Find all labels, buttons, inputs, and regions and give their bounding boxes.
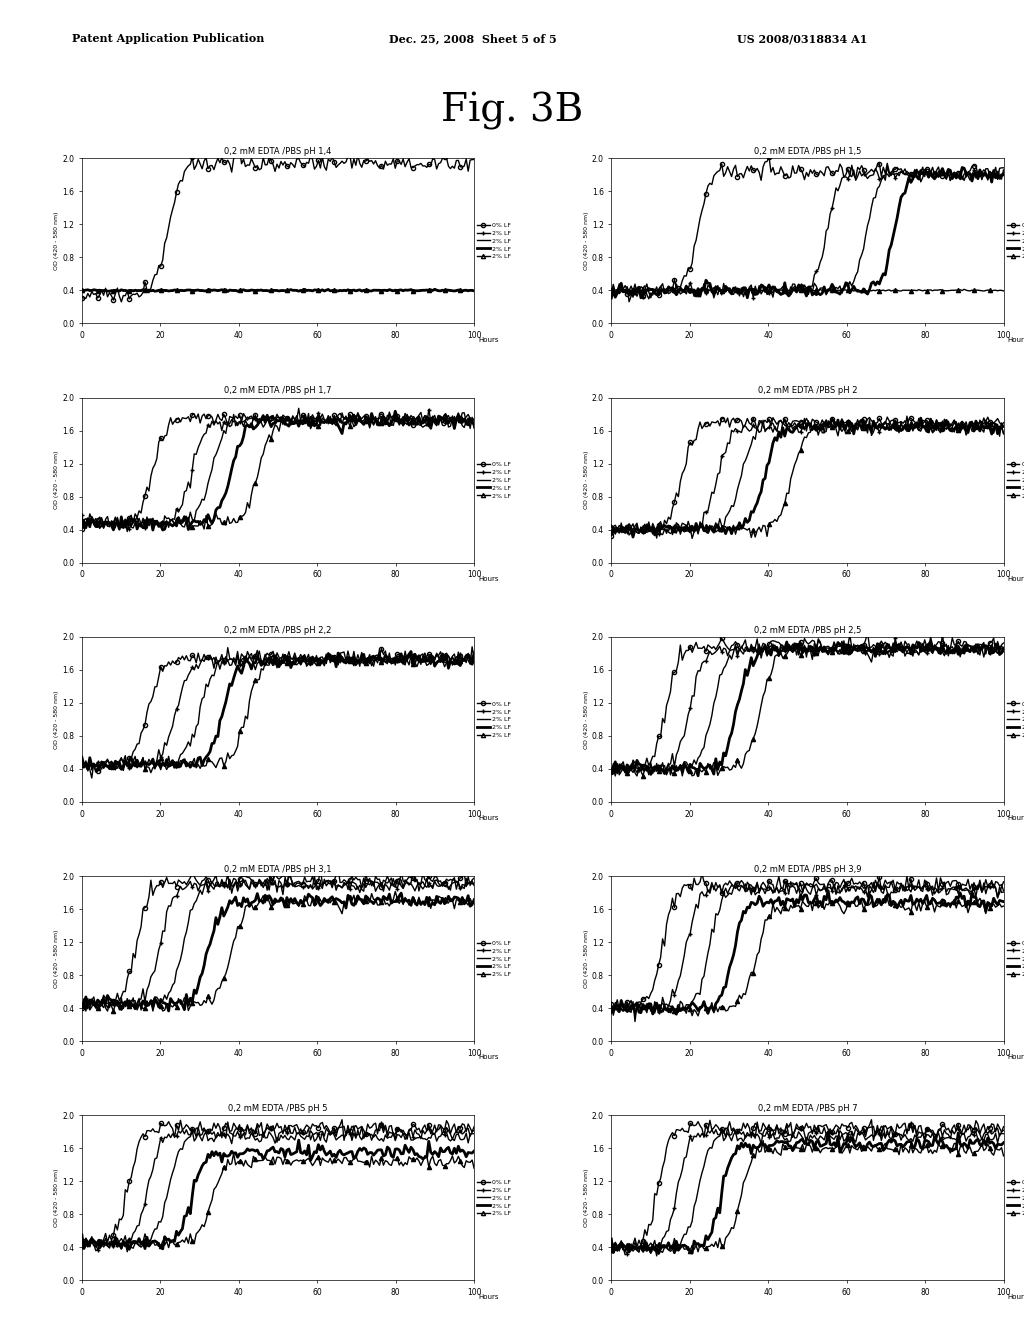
- Legend: 0% LF, 2% LF, 2% LF, 2% LF, 2% LF: 0% LF, 2% LF, 2% LF, 2% LF, 2% LF: [477, 222, 511, 260]
- Title: 0,2 mM EDTA /PBS pH 3,9: 0,2 mM EDTA /PBS pH 3,9: [754, 865, 861, 874]
- Title: 0,2 mM EDTA /PBS pH 2,2: 0,2 mM EDTA /PBS pH 2,2: [224, 626, 332, 635]
- Text: Hours: Hours: [478, 337, 499, 343]
- Text: Hours: Hours: [1008, 1294, 1024, 1300]
- Y-axis label: OD (420 - 580 nm): OD (420 - 580 nm): [584, 451, 589, 510]
- Title: 0,2 mM EDTA /PBS pH 1,4: 0,2 mM EDTA /PBS pH 1,4: [224, 148, 332, 156]
- Title: 0,2 mM EDTA /PBS pH 7: 0,2 mM EDTA /PBS pH 7: [758, 1105, 857, 1113]
- Legend: 0% LF, 2% LF, 2% LF, 2% LF, 2% LF: 0% LF, 2% LF, 2% LF, 2% LF, 2% LF: [477, 940, 511, 977]
- Legend: 0% LF, 2% LF, 2% LF, 2% LF, 2% LF: 0% LF, 2% LF, 2% LF, 2% LF, 2% LF: [1007, 462, 1024, 499]
- Text: Hours: Hours: [1008, 1055, 1024, 1060]
- Y-axis label: OD (420 - 580 nm): OD (420 - 580 nm): [54, 929, 59, 987]
- Legend: 0% LF, 2% LF, 2% LF, 2% LF, 2% LF: 0% LF, 2% LF, 2% LF, 2% LF, 2% LF: [477, 701, 511, 738]
- Y-axis label: OD (420 - 580 nm): OD (420 - 580 nm): [584, 1168, 589, 1228]
- Text: US 2008/0318834 A1: US 2008/0318834 A1: [737, 33, 867, 44]
- Legend: 0% LF, 2% LF, 2% LF, 2% LF, 2% LF: 0% LF, 2% LF, 2% LF, 2% LF, 2% LF: [1007, 222, 1024, 260]
- Text: Hours: Hours: [478, 576, 499, 582]
- Text: Patent Application Publication: Patent Application Publication: [72, 33, 264, 44]
- Title: 0,2 mM EDTA /PBS pH 5: 0,2 mM EDTA /PBS pH 5: [228, 1105, 328, 1113]
- Text: Hours: Hours: [478, 1294, 499, 1300]
- Title: 0,2 mM EDTA /PBS pH 2: 0,2 mM EDTA /PBS pH 2: [758, 387, 857, 396]
- Y-axis label: OD (420 - 580 nm): OD (420 - 580 nm): [584, 690, 589, 748]
- Legend: 0% LF, 2% LF, 2% LF, 2% LF, 2% LF: 0% LF, 2% LF, 2% LF, 2% LF, 2% LF: [477, 1179, 511, 1217]
- Legend: 0% LF, 2% LF, 2% LF, 2% LF, 2% LF: 0% LF, 2% LF, 2% LF, 2% LF, 2% LF: [477, 462, 511, 499]
- Y-axis label: OD (420 - 580 nm): OD (420 - 580 nm): [584, 211, 589, 271]
- Text: Hours: Hours: [1008, 816, 1024, 821]
- Legend: 0% LF, 2% LF, 2% LF, 2% LF, 2% LF: 0% LF, 2% LF, 2% LF, 2% LF, 2% LF: [1007, 701, 1024, 738]
- Text: Hours: Hours: [478, 1055, 499, 1060]
- Y-axis label: OD (420 - 580 nm): OD (420 - 580 nm): [54, 211, 59, 271]
- Text: Dec. 25, 2008  Sheet 5 of 5: Dec. 25, 2008 Sheet 5 of 5: [389, 33, 557, 44]
- Text: Hours: Hours: [1008, 337, 1024, 343]
- Legend: 0% LF, 2% LF, 2% LF, 2% LF, 2% LF: 0% LF, 2% LF, 2% LF, 2% LF, 2% LF: [1007, 940, 1024, 977]
- Title: 0,2 mM EDTA /PBS pH 2,5: 0,2 mM EDTA /PBS pH 2,5: [754, 626, 861, 635]
- Y-axis label: OD (420 - 580 nm): OD (420 - 580 nm): [54, 1168, 59, 1228]
- Y-axis label: OD (420 - 580 nm): OD (420 - 580 nm): [54, 690, 59, 748]
- Text: Hours: Hours: [1008, 576, 1024, 582]
- Title: 0,2 mM EDTA /PBS pH 1,5: 0,2 mM EDTA /PBS pH 1,5: [754, 148, 861, 156]
- Title: 0,2 mM EDTA /PBS pH 3,1: 0,2 mM EDTA /PBS pH 3,1: [224, 865, 332, 874]
- Text: Fig. 3B: Fig. 3B: [441, 92, 583, 131]
- Y-axis label: OD (420 - 580 nm): OD (420 - 580 nm): [54, 451, 59, 510]
- Text: Hours: Hours: [478, 816, 499, 821]
- Legend: 0% LF, 2% LF, 2% LF, 2% LF, 2% LF: 0% LF, 2% LF, 2% LF, 2% LF, 2% LF: [1007, 1179, 1024, 1217]
- Y-axis label: OD (420 - 580 nm): OD (420 - 580 nm): [584, 929, 589, 987]
- Title: 0,2 mM EDTA /PBS pH 1,7: 0,2 mM EDTA /PBS pH 1,7: [224, 387, 332, 396]
